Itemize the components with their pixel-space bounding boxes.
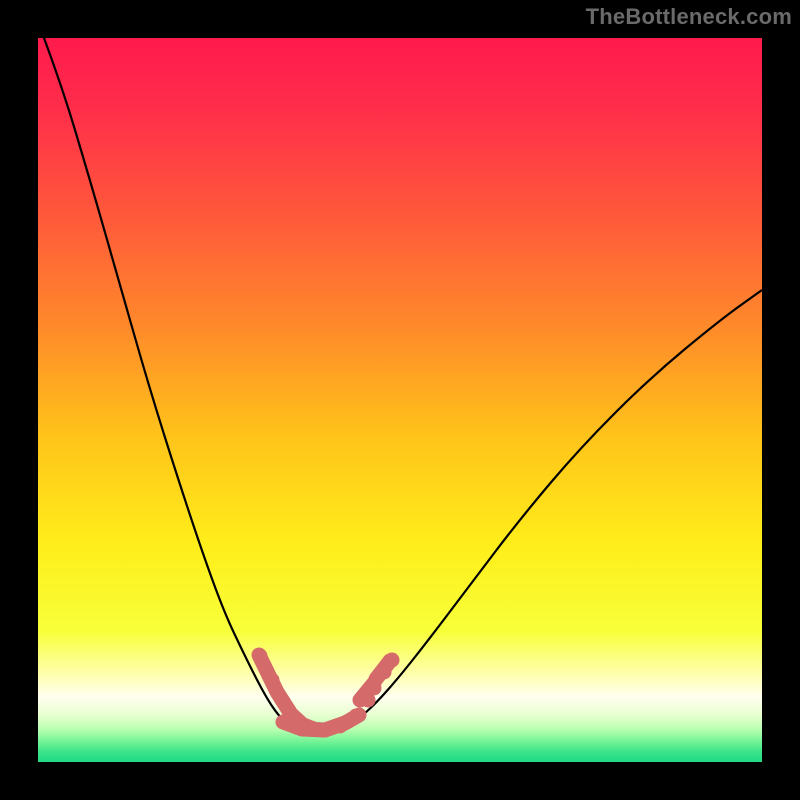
- chart-svg: [0, 0, 800, 800]
- plot-background: [38, 38, 762, 762]
- chart-frame: TheBottleneck.com: [0, 0, 800, 800]
